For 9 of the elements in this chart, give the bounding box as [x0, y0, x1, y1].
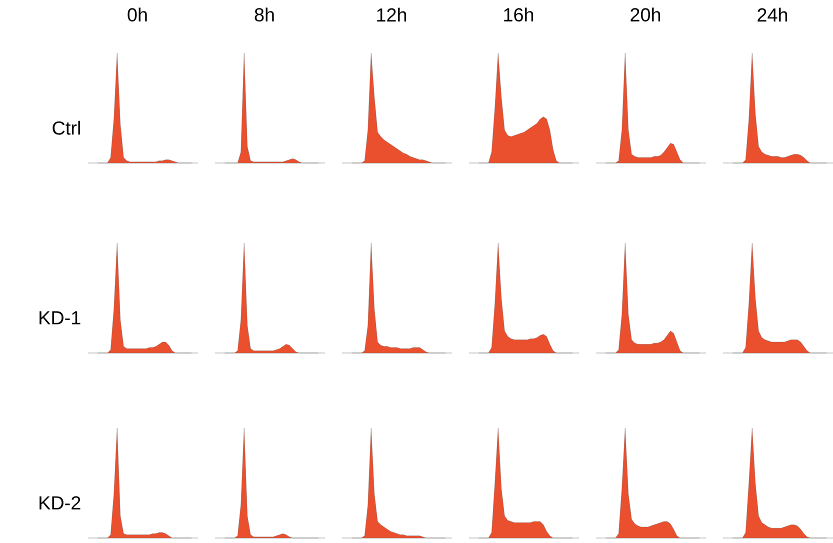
y-axis-title: KD-1 [40, 311, 80, 324]
y-axis-title: KD-2 [40, 496, 80, 510]
y-axis-title: Ctrl [52, 120, 80, 135]
chart-title: 16h [504, 8, 534, 22]
chart-title: 24h [758, 8, 788, 22]
chart-title: 0h [128, 8, 147, 22]
chart-title: 12h [377, 8, 406, 22]
chart-title: 20h [630, 8, 660, 22]
chart-title: 8h [254, 8, 274, 22]
